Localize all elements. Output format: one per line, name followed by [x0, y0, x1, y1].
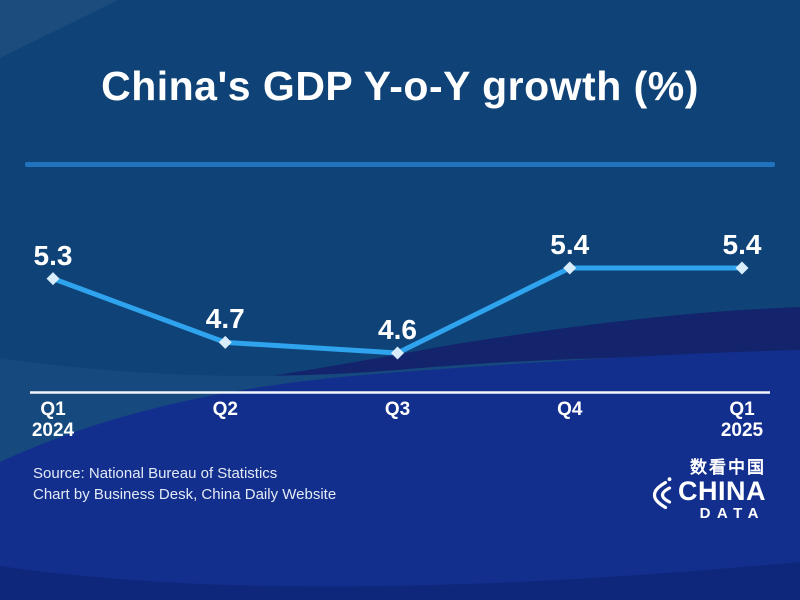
data-value-label: 5.3: [33, 239, 73, 271]
x-axis-year: 2024: [31, 420, 75, 441]
data-value-label: 5.4: [550, 229, 590, 260]
x-axis-quarter: Q1: [40, 399, 66, 420]
title-divider: [25, 162, 775, 167]
x-axis-quarter: Q1: [729, 399, 755, 420]
logo-arcs-icon: [652, 477, 672, 510]
bg-topleft-wedge: [0, 0, 118, 58]
source-line: Source: National Bureau of Statistics: [33, 465, 278, 482]
x-axis-quarter: Q4: [557, 399, 583, 420]
x-axis-label: Q3: [350, 400, 446, 420]
x-axis-label: Q2: [177, 400, 273, 420]
data-value-label: 4.7: [205, 303, 245, 335]
china-data-logo: 数看中国 CHINA DATA: [652, 459, 766, 521]
credit-line: Chart by Business Desk, China Daily Webs…: [33, 486, 337, 503]
bg-wave-bottom: [0, 562, 800, 600]
x-axis-year: 2025: [720, 420, 764, 441]
chart-title: China's GDP Y-o-Y growth (%): [101, 63, 699, 109]
data-value-label: 5.4: [722, 229, 762, 260]
x-axis-label: Q1 2025: [694, 400, 790, 442]
logo-sub-text: DATA: [699, 505, 765, 522]
logo-name-text: CHINA: [678, 476, 766, 506]
data-value-label: 4.6: [378, 314, 417, 345]
source-note: Source: National Bureau of Statistics Ch…: [33, 463, 336, 505]
logo-chinese-text: 数看中国: [690, 458, 766, 477]
x-axis-label: Q1 2024: [5, 400, 101, 442]
x-axis-label: Q4: [522, 400, 618, 420]
x-axis-quarter: Q3: [384, 399, 411, 420]
bg-wave-royal: [0, 350, 800, 600]
x-axis-quarter: Q2: [212, 399, 238, 420]
